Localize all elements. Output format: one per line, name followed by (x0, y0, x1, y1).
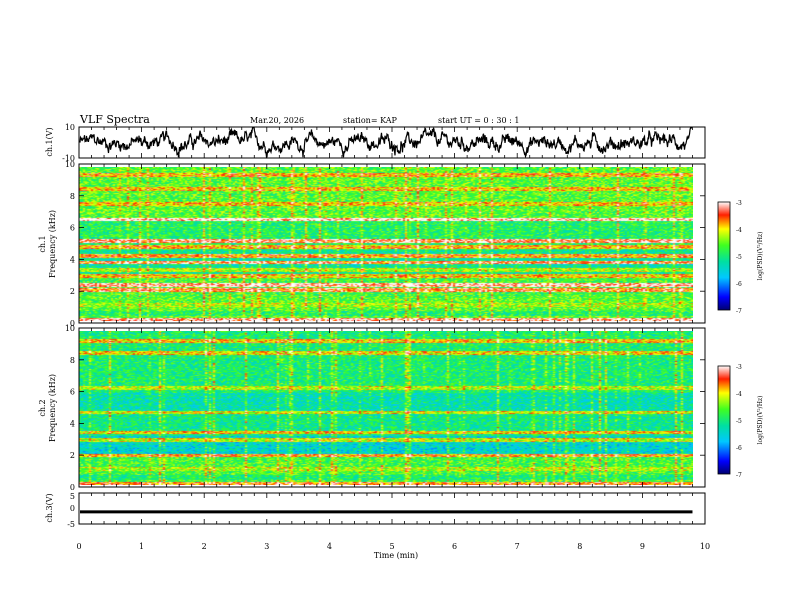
frequency-tick-label: 2 (70, 451, 75, 460)
ch1-cb-tick-m5: -5 (736, 254, 742, 261)
ch1-spectrogram-yticks: 0 2 4 6 8 10 (65, 160, 705, 328)
frequency-tick-label: 6 (70, 388, 75, 397)
ch1-colorbar-gradient (717, 201, 731, 311)
ch3-waveform-level (80, 510, 693, 514)
frequency-tick-label: 4 (70, 255, 75, 264)
frequency-tick-label: 2 (70, 287, 75, 296)
figure-start-time: start UT = 0 : 30 : 1 (438, 116, 519, 125)
ch1-ytick-bottom: -10 (62, 154, 75, 163)
ch1-spectrogram-image (79, 167, 693, 321)
frequency-tick-label: 0 (70, 483, 75, 492)
ch1-cb-tick-m4: -4 (736, 227, 742, 234)
ch1-waveform-panel: 10 -10 ch.1(V) (45, 123, 706, 163)
ch2-spectrogram-ylabel-frequency: Frequency (kHz) (48, 374, 57, 442)
frequency-tick-label: 6 (70, 224, 75, 233)
frequency-tick-label: 8 (70, 356, 75, 365)
ch2-cb-tick-m7: -7 (736, 472, 742, 479)
frequency-tick-label: 4 (70, 419, 75, 428)
ch2-spectrogram-ylabel-channel: ch.2 (38, 399, 47, 416)
ch1-spectrogram-panel: 0 2 4 6 8 10 ch.1 Frequency (kHz) (38, 160, 706, 328)
ch3-waveform-panel: 5 0 -5 ch.3(V) 0 1 2 3 4 5 6 7 8 9 10 Time (min) (45, 492, 710, 560)
time-axis-tick-labels: 0 1 2 3 4 5 6 7 8 9 10 (76, 542, 710, 551)
time-tick-label: 10 (700, 542, 710, 551)
time-tick-label: 3 (264, 542, 269, 551)
ch3-waveform-xticks (78, 493, 706, 524)
ch2-colorbar-label: log(PSD)(V²/Hz) (757, 396, 764, 445)
ch1-spectrogram-ylabel-channel: ch.1 (38, 235, 47, 252)
ch1-cb-tick-m7: -7 (736, 308, 742, 315)
frequency-tick-label: 10 (65, 324, 75, 333)
ch3-waveform-ylabel: ch.3(V) (45, 493, 54, 522)
ch1-colorbar: -3 -4 -5 -6 -7 log(PSD)(V²/Hz) (717, 200, 764, 315)
frequency-tick-label: 8 (70, 192, 75, 201)
figure-title: VLF Spectra (79, 113, 150, 126)
ch2-spectrogram-xticks (78, 328, 706, 487)
frequency-tick-label: 0 (70, 319, 75, 328)
ch1-waveform-line (79, 126, 692, 159)
ch2-colorbar-gradient (717, 365, 731, 475)
time-tick-label: 5 (389, 542, 394, 551)
ch2-cb-tick-m4: -4 (736, 391, 742, 398)
figure-station: station= KAP (343, 116, 398, 125)
ch1-cb-tick-m6: -6 (736, 281, 742, 288)
ch2-spectrogram-yticks: 0 2 4 6 8 10 (65, 324, 705, 492)
time-tick-label: 1 (139, 542, 144, 551)
time-axis-label: Time (min) (374, 551, 418, 560)
ch1-waveform-ylabel: ch.1(V) (45, 127, 54, 156)
ch2-spectrogram-image (79, 331, 693, 485)
ch3-ytick-top: 5 (70, 492, 75, 501)
ch1-ytick-top: 10 (65, 123, 75, 132)
time-tick-label: 7 (515, 542, 520, 551)
ch2-cb-tick-m3: -3 (736, 364, 742, 371)
ch1-waveform-xticks (78, 127, 706, 158)
time-tick-label: 0 (76, 542, 81, 551)
ch2-spectrogram-panel: 0 2 4 6 8 10 ch.2 Frequency (kHz) (38, 324, 706, 492)
time-tick-label: 6 (452, 542, 457, 551)
figure-date: Mar.20, 2026 (250, 116, 304, 125)
time-tick-label: 8 (577, 542, 582, 551)
frequency-tick-label: 10 (65, 160, 75, 169)
ch3-ytick-bottom: -5 (67, 520, 75, 529)
time-tick-label: 2 (202, 542, 207, 551)
ch2-cb-tick-m5: -5 (736, 418, 742, 425)
ch1-colorbar-label: log(PSD)(V²/Hz) (757, 232, 764, 281)
time-tick-label: 9 (640, 542, 645, 551)
ch1-spectrogram-xticks (78, 164, 706, 323)
ch1-cb-tick-m3: -3 (736, 200, 742, 207)
ch2-colorbar: -3 -4 -5 -6 -7 log(PSD)(V²/Hz) (717, 364, 764, 479)
ch3-ytick-mid: 0 (70, 504, 75, 513)
time-tick-label: 4 (327, 542, 332, 551)
ch1-spectrogram-ylabel-frequency: Frequency (kHz) (48, 210, 57, 278)
ch2-cb-tick-m6: -6 (736, 445, 742, 452)
